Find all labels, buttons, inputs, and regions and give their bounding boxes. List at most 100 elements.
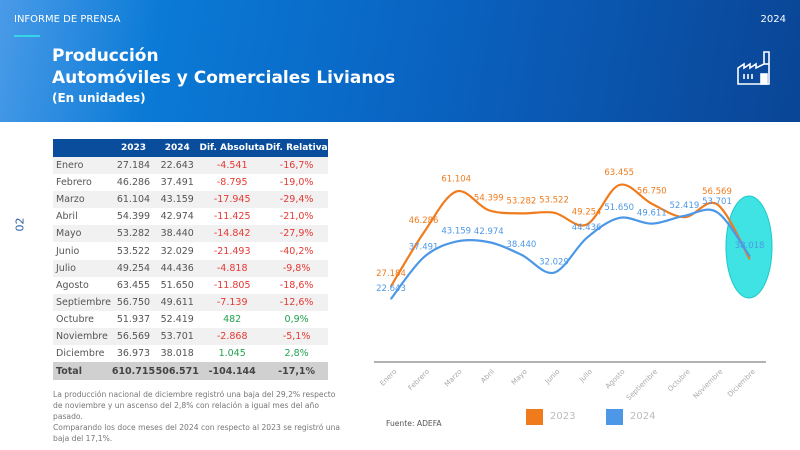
table-cell: 38.440 — [155, 225, 200, 243]
table-cell: -8.795 — [216, 177, 248, 189]
data-label-2024: 43.159 — [441, 227, 471, 237]
table-cell: -21,0% — [279, 211, 314, 223]
table-cell: -14.842 — [199, 225, 266, 243]
table-cell: -5,1% — [265, 327, 328, 346]
x-tick-label: Octubre — [666, 368, 691, 393]
x-tick-label: Mayo — [510, 368, 529, 387]
data-point-2023 — [422, 232, 425, 234]
table-cell: -27,9% — [265, 225, 328, 243]
table-cell: 482 — [223, 313, 242, 325]
data-point-2024 — [520, 253, 523, 256]
data-label-2023: 63.455 — [604, 168, 634, 178]
summary-note: La producción nacional de diciembre regi… — [53, 390, 341, 443]
data-point-2024 — [748, 255, 751, 257]
data-point-2023 — [651, 202, 653, 205]
table-cell: -17.945 — [199, 191, 266, 209]
x-tick-label: Abril — [479, 368, 496, 385]
header-banner: INFORME DE PRENSA 2024 Producción Automó… — [0, 0, 800, 122]
table-cell: 37.491 — [160, 177, 194, 189]
table-cell: 53.522 — [116, 245, 151, 257]
data-point-2024 — [683, 214, 686, 217]
data-point-2023 — [748, 258, 751, 260]
table-cell: 1.045 — [218, 348, 246, 360]
data-point-2024 — [618, 217, 620, 219]
table-row: Julio 49.254 44.436 -4.818 -9,8% — [53, 259, 328, 277]
data-label-2024: 42.974 — [474, 227, 504, 237]
table-cell: -40,2% — [279, 245, 314, 257]
data-label-2023: 56.750 — [637, 187, 667, 197]
table-cell: Octubre — [56, 313, 95, 325]
series-line-2024 — [390, 208, 751, 300]
x-tick-label: Febrero — [407, 368, 431, 392]
page-subtitle: Automóviles y Comerciales Livianos — [52, 68, 396, 88]
data-point-2023 — [488, 209, 490, 212]
data-label-2024: 53.701 — [702, 197, 732, 207]
table-cell: Septiembre — [53, 293, 112, 311]
table-cell: 51.650 — [160, 279, 194, 291]
x-tick-label: Septiembre — [625, 368, 659, 400]
x-tick-label: Marzo — [443, 368, 464, 389]
table-cell: 54.399 — [116, 211, 151, 223]
table-cell: 53.701 — [155, 327, 200, 346]
table-cell: 43.159 — [155, 191, 200, 209]
table-cell: 52.419 — [160, 313, 194, 325]
table-row: Mayo 53.282 38.440 -14.842 -27,9% — [53, 225, 328, 243]
units-label: (En unidades) — [52, 91, 146, 105]
data-point-2023 — [455, 190, 457, 193]
data-label-2023: 53.522 — [539, 196, 569, 206]
table-cell: -4.541 — [199, 157, 266, 175]
data-label-2023: 49.254 — [572, 208, 602, 218]
table-cell: -4.818 — [199, 259, 266, 277]
table-cell: 506.571 — [155, 362, 200, 381]
data-label-2024: 52.419 — [670, 201, 700, 211]
data-label-2024: 22.643 — [376, 284, 406, 294]
data-point-2024 — [716, 211, 718, 214]
table-row: Enero 27.184 22.643 -4.541 -16,7% — [53, 157, 328, 175]
table-cell: 36.973 — [116, 348, 151, 360]
data-point-2023 — [390, 285, 392, 287]
table-cell: 38.018 — [160, 348, 194, 360]
table-cell: 51.937 — [116, 313, 151, 325]
legend-label-2024: 2024 — [630, 411, 656, 422]
table-cell: 53.282 — [111, 225, 156, 243]
column-header: Dif. Relativa — [265, 139, 328, 157]
data-label-2024: 51.650 — [604, 203, 634, 213]
data-point-2023 — [520, 212, 523, 215]
data-label-2024: 37.491 — [409, 242, 439, 252]
table-cell: -9,8% — [265, 259, 328, 277]
column-header: 2024 — [155, 139, 200, 157]
data-label-2023: 54.399 — [474, 193, 504, 203]
table-row: Junio 53.522 32.029 -21.493 -40,2% — [53, 242, 328, 259]
table-cell: -104.144 — [199, 362, 266, 381]
table-row: Abril 54.399 42.974 -11.425 -21,0% — [53, 208, 328, 225]
column-header: Dif. Absoluta — [199, 139, 266, 157]
data-label-2024: 38.440 — [507, 240, 537, 250]
table-cell: -16,7% — [265, 157, 328, 175]
table-cell: Agosto — [56, 279, 89, 291]
x-tick-label: Junio — [543, 368, 562, 387]
x-tick-label: Noviembre — [692, 368, 725, 400]
production-table: 2023 2024 Dif. Absoluta Dif. Relativa Enero… — [53, 139, 328, 381]
table-cell: 22.643 — [155, 157, 200, 175]
table-cell: 610.715 — [111, 362, 156, 381]
table-cell: 42.974 — [160, 211, 194, 223]
data-point-2024 — [422, 256, 425, 259]
data-point-2024 — [553, 271, 555, 274]
page-number: 02 — [13, 217, 27, 232]
data-label-2023: 46.286 — [409, 216, 439, 226]
table-cell: 46.286 — [116, 177, 151, 189]
table-cell: Febrero — [56, 177, 92, 189]
table-cell: 32.029 — [160, 245, 194, 257]
table-cell: Enero — [53, 157, 112, 175]
table-row: Septiembre 56.750 49.611 -7.139 -12,6% — [53, 293, 328, 311]
data-point-2024 — [651, 222, 653, 225]
table-cell: 0,9% — [284, 313, 309, 325]
table-row: Octubre 51.937 52.419 482 0,9% — [53, 311, 328, 328]
table-cell: -2.868 — [199, 327, 266, 346]
table-cell: -21.493 — [213, 245, 251, 257]
factory-icon — [737, 51, 770, 85]
legend-label-2023: 2023 — [550, 411, 576, 422]
table-row: Febrero 46.286 37.491 -8.795 -19,0% — [53, 174, 328, 191]
table-cell: 27.184 — [111, 157, 156, 175]
legend-swatch-2023 — [526, 409, 543, 425]
